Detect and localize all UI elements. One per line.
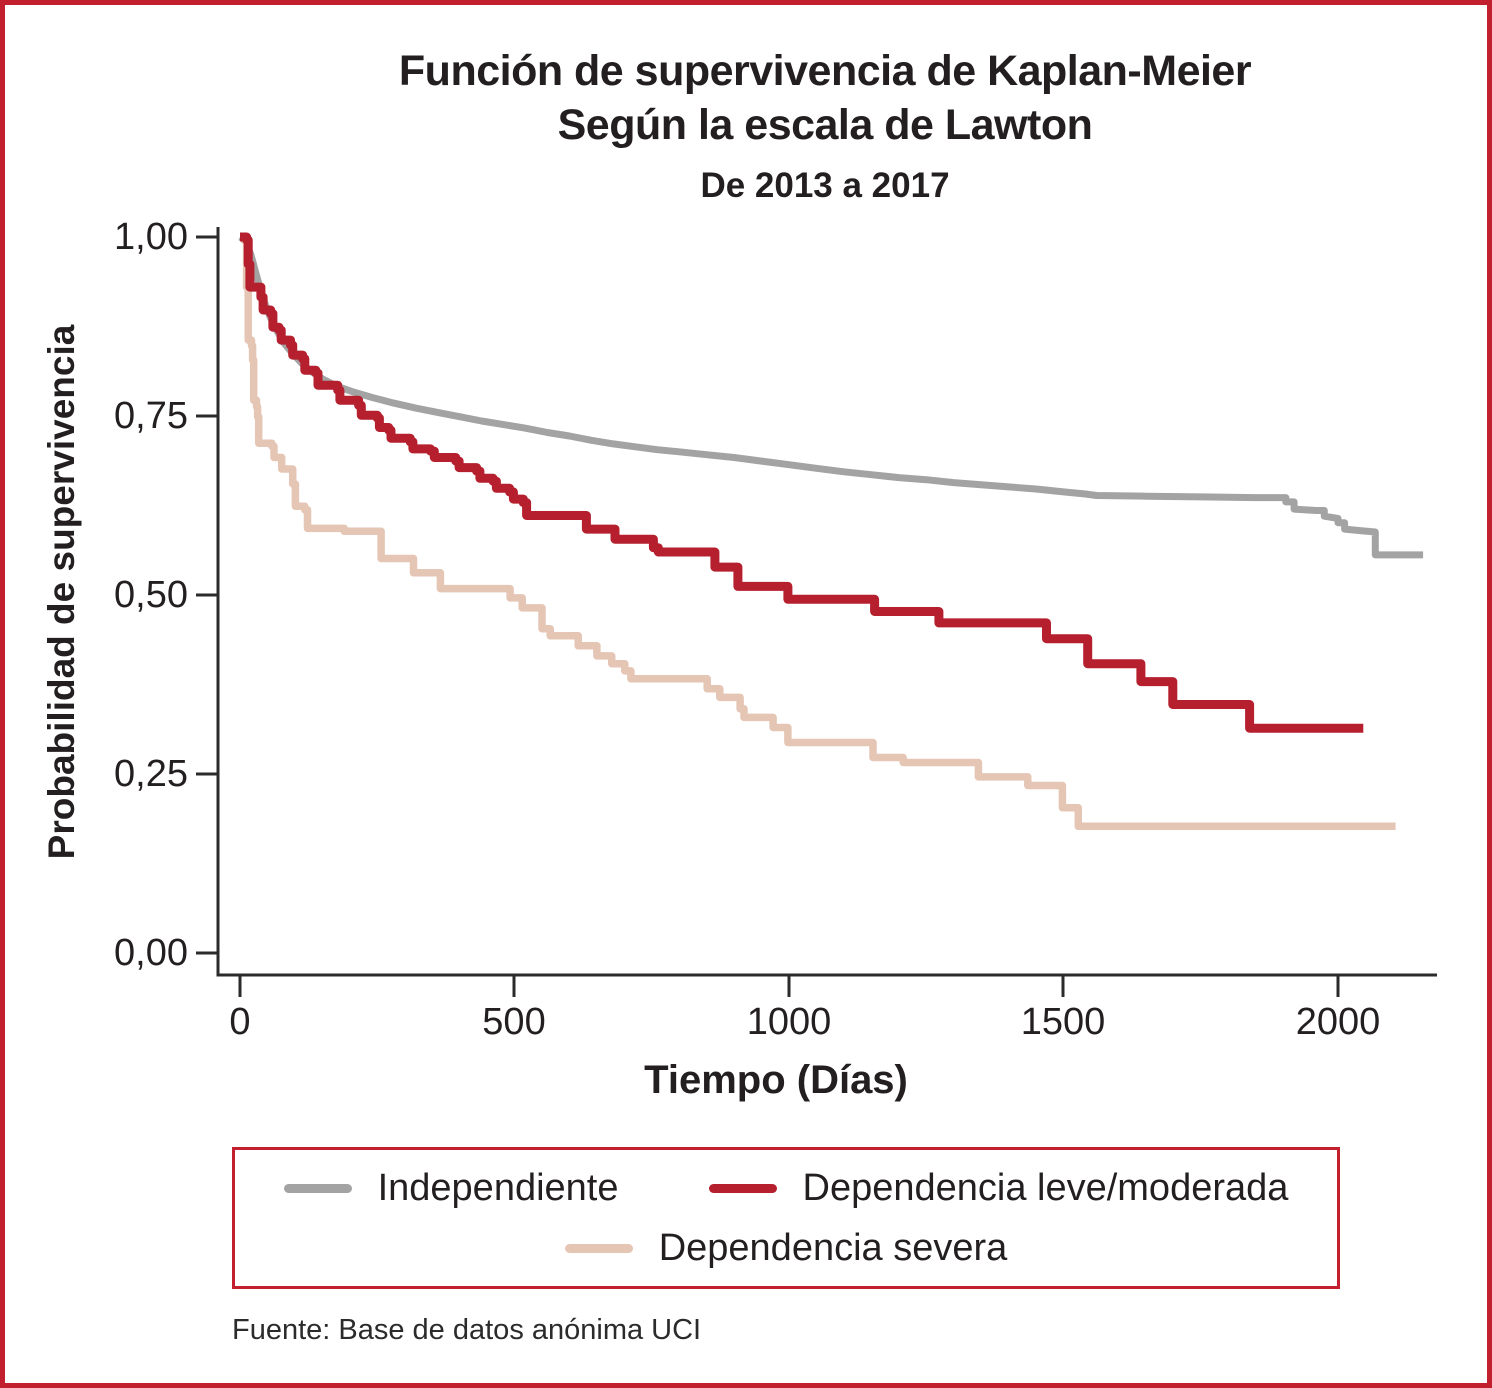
source-note: Fuente: Base de datos anónima UCI (232, 1314, 702, 1346)
chart-title-line2: Según la escala de Lawton (557, 101, 1093, 149)
legend-label-dependencia-severa: Dependencia severa (658, 1227, 1008, 1269)
x-axis-title: Tiempo (Días) (644, 1058, 908, 1102)
legend-label-dependencia-leve-moderada: Dependencia leve/moderada (802, 1167, 1289, 1209)
curve-dependencia-severa (240, 233, 1396, 831)
x-tick-label-0: 0 (229, 1001, 251, 1043)
curve-dependencia-leve-moderada (240, 232, 1364, 733)
legend-row-2: Dependencia severa (564, 1227, 1008, 1269)
legend-item-dependencia-leve-moderada: Dependencia leve/moderada (708, 1167, 1289, 1209)
legend-box: Independiente Dependencia leve/moderada … (232, 1147, 1340, 1289)
legend-item-dependencia-severa: Dependencia severa (564, 1227, 1008, 1269)
legend-item-independiente: Independiente (283, 1167, 619, 1209)
y-tick-label-0-25: 0,25 (114, 753, 188, 795)
chart-header: Función de supervivencia de Kaplan-Meier… (160, 44, 1490, 206)
legend-swatch-independiente (283, 1183, 352, 1193)
legend-swatch-dependencia-leve-moderada (708, 1183, 777, 1193)
x-tick-label-500: 500 (482, 1001, 546, 1043)
x-axis-tick-marks (238, 975, 1340, 997)
x-tick-label-2000: 2000 (1295, 1001, 1381, 1043)
y-tick-label-0-50: 0,50 (114, 574, 188, 616)
y-tick-label-0-75: 0,75 (114, 395, 188, 437)
y-tick-label-0-00: 0,00 (114, 932, 188, 974)
y-tick-label-1-00: 1,00 (114, 216, 188, 258)
curve-independiente (238, 233, 1424, 559)
legend-swatch-dependencia-severa (564, 1243, 633, 1253)
chart-title-line1: Función de supervivencia de Kaplan-Meier (398, 47, 1252, 95)
chart-subtitle: De 2013 a 2017 (700, 166, 950, 205)
y-axis-tick-marks (196, 235, 218, 955)
axis-lines (216, 227, 1437, 977)
legend-row-1: Independiente Dependencia leve/moderada (283, 1167, 1289, 1209)
x-tick-label-1000: 1000 (746, 1001, 832, 1043)
legend-label-independiente: Independiente (377, 1167, 619, 1209)
x-tick-label-1500: 1500 (1020, 1001, 1106, 1043)
